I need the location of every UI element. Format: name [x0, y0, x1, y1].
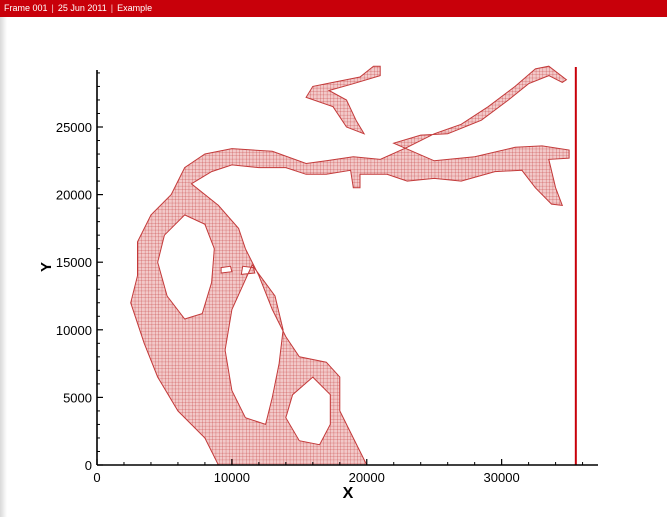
frame-header: Frame 001 | 25 Jun 2011 | Example — [0, 0, 667, 17]
x-tick-label: 10000 — [214, 470, 250, 485]
x-axis-label: X — [343, 485, 354, 502]
left-edge-shadow — [0, 17, 7, 517]
plot-axes — [96, 70, 598, 466]
x-ticks: 0 10000 20000 30000 — [93, 459, 584, 485]
y-tick-label: 25000 — [56, 120, 92, 135]
mesh-domain — [130, 65, 570, 466]
y-tick-label: 5000 — [63, 390, 92, 405]
header-separator: | — [110, 3, 114, 13]
frame-title: Example — [117, 3, 153, 13]
y-tick-label: 10000 — [56, 323, 92, 338]
x-tick-label: 30000 — [484, 470, 520, 485]
header-separator: | — [51, 3, 54, 13]
y-axis-label: Y — [38, 262, 55, 272]
frame-date: 25 Jun 2011 — [57, 3, 107, 13]
mesh-main-domain — [130, 65, 570, 466]
y-tick-label: 15000 — [56, 255, 92, 270]
x-tick-label: 0 — [93, 470, 100, 485]
mesh-north-branch — [305, 65, 381, 135]
x-tick-label: 20000 — [349, 470, 385, 485]
y-ticks: 0 5000 10000 15000 20000 25000 — [56, 72, 103, 473]
mesh-plot: 0 10000 20000 30000 0 5000 10000 15000 20000 250… — [38, 65, 598, 502]
y-tick-label: 0 — [85, 458, 92, 473]
frame-number: Frame 001 — [4, 3, 48, 13]
y-tick-label: 20000 — [56, 188, 92, 203]
